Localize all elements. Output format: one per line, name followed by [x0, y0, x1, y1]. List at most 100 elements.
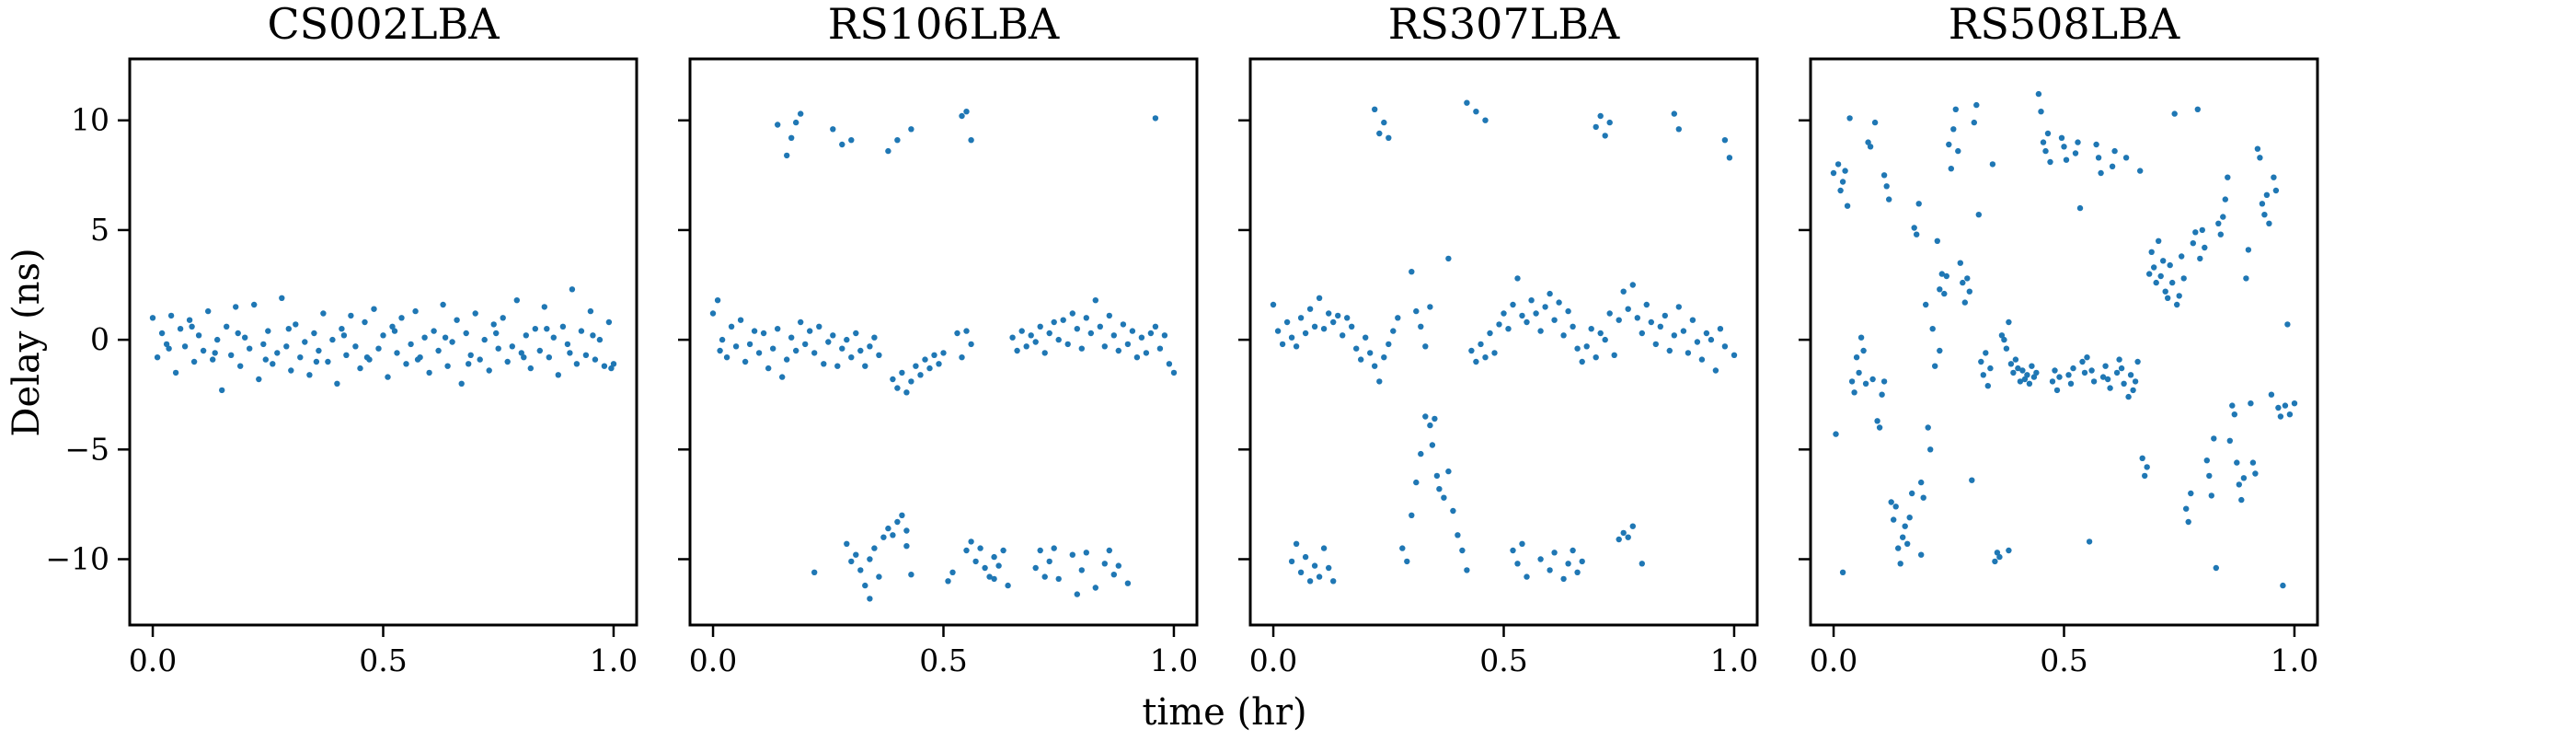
data-point — [2006, 547, 2012, 554]
data-point — [1992, 558, 1998, 565]
data-point — [1895, 545, 1902, 551]
data-point — [811, 350, 818, 356]
data-point — [527, 365, 534, 372]
data-point — [954, 330, 960, 337]
x-tick-label: 0.5 — [1479, 643, 1527, 678]
data-point — [940, 350, 947, 356]
data-point — [1455, 532, 1461, 538]
data-point — [2188, 490, 2194, 497]
data-point — [569, 286, 576, 293]
data-point — [541, 304, 547, 310]
data-point — [1708, 336, 1715, 343]
data-point — [205, 307, 212, 315]
data-point — [2199, 226, 2205, 234]
data-point — [1602, 133, 1608, 139]
data-point — [1721, 343, 1729, 350]
data-point — [1124, 341, 1132, 348]
data-point — [2076, 204, 2084, 212]
data-point — [742, 358, 749, 365]
data-point — [913, 363, 919, 369]
data-point — [1712, 367, 1719, 374]
data-point — [219, 387, 225, 394]
data-point — [1487, 330, 1493, 337]
data-point — [352, 343, 359, 350]
data-point — [2226, 437, 2233, 444]
data-point — [2072, 150, 2079, 156]
data-point — [2252, 470, 2259, 477]
data-point — [235, 330, 241, 337]
data-point — [1671, 332, 1678, 339]
data-point — [876, 352, 882, 358]
data-point — [2282, 402, 2289, 409]
data-point — [1023, 343, 1029, 350]
data-point — [2225, 174, 2231, 180]
data-point — [385, 374, 391, 380]
data-point — [2284, 321, 2291, 328]
data-point — [2220, 214, 2226, 220]
data-point — [2179, 253, 2185, 260]
data-point — [1297, 315, 1305, 321]
data-point — [834, 363, 841, 369]
data-point — [1335, 312, 1341, 319]
data-point — [1166, 361, 1173, 367]
data-point — [1837, 187, 1844, 194]
data-point — [1441, 494, 1447, 501]
data-point — [1556, 299, 1562, 306]
data-point — [325, 358, 331, 365]
data-point — [1943, 272, 1949, 280]
data-point — [2015, 365, 2021, 372]
data-point — [1083, 550, 1090, 556]
data-point — [1533, 310, 1539, 317]
data-point — [1662, 312, 1669, 319]
data-point — [467, 352, 474, 358]
data-point — [2067, 380, 2075, 387]
data-point — [2208, 492, 2214, 499]
data-point — [1620, 529, 1627, 537]
data-point — [1074, 591, 1081, 597]
data-point — [2217, 231, 2224, 237]
data-point — [2093, 141, 2099, 148]
data-point — [1629, 523, 1637, 529]
data-point — [1860, 347, 1867, 354]
data-point — [210, 356, 216, 363]
data-point — [1952, 106, 1959, 113]
data-point — [610, 361, 617, 367]
data-point — [1005, 582, 1011, 589]
data-point — [1505, 326, 1512, 332]
chart-panels: CS002LBA 0.0 0.5 1.0 10 5 0 −5 −10 RS106LBA 0.0 0.5… — [45, 0, 2319, 678]
data-point — [2010, 369, 2017, 376]
data-point — [1101, 561, 1109, 567]
data-point — [894, 137, 901, 144]
data-point — [1409, 512, 1415, 518]
data-point — [802, 341, 809, 348]
data-point — [408, 341, 414, 348]
data-point — [320, 310, 327, 317]
data-point — [283, 343, 290, 350]
y-tick-label: 10 — [71, 102, 109, 138]
data-point — [329, 336, 336, 343]
data-point — [256, 376, 262, 383]
data-point — [959, 354, 965, 361]
data-point — [1115, 347, 1122, 354]
y-tick-label: 5 — [90, 212, 109, 248]
data-point — [2107, 385, 2113, 391]
data-point — [1844, 203, 1851, 209]
data-point — [1929, 326, 1936, 332]
y-axis-label: Delay (ns) — [6, 248, 48, 436]
data-point — [2240, 475, 2248, 481]
data-point — [945, 578, 951, 585]
data-point — [1904, 540, 1911, 547]
data-point — [1491, 350, 1498, 356]
data-point — [2157, 272, 2164, 280]
x-tick-label: 0.0 — [1249, 643, 1297, 678]
data-point — [2040, 139, 2047, 145]
data-point — [1106, 312, 1113, 319]
data-point — [2017, 378, 2024, 385]
data-point — [2146, 271, 2153, 277]
data-point — [1028, 332, 1034, 339]
data-point — [1846, 115, 1853, 122]
data-point — [1051, 318, 1057, 326]
data-point — [2162, 288, 2168, 295]
data-point — [2070, 365, 2076, 372]
